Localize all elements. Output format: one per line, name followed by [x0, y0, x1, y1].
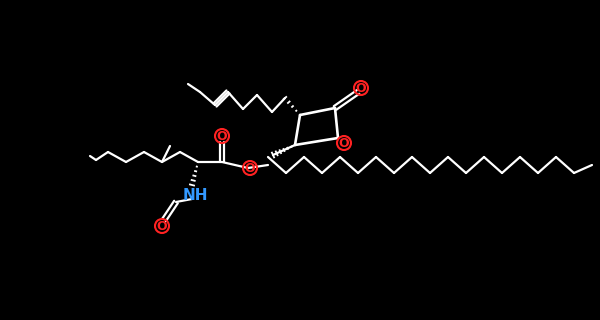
- Text: O: O: [217, 130, 227, 142]
- Text: O: O: [157, 220, 167, 233]
- Text: O: O: [338, 137, 349, 149]
- Text: O: O: [245, 162, 256, 174]
- Text: NH: NH: [182, 188, 208, 203]
- Text: O: O: [356, 82, 367, 94]
